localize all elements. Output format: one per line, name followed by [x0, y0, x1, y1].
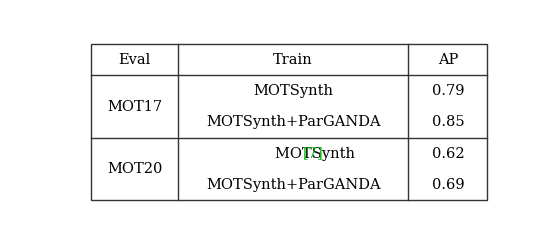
Text: MOT17: MOT17	[107, 99, 162, 113]
Text: Eval: Eval	[118, 53, 151, 67]
Text: MOTSynth+ParGANDA: MOTSynth+ParGANDA	[206, 178, 380, 192]
Text: 0.79: 0.79	[431, 84, 464, 98]
Text: MOT20: MOT20	[107, 162, 162, 176]
Text: MOTSynth: MOTSynth	[275, 146, 359, 160]
Text: [7]: [7]	[302, 146, 323, 160]
Text: 0.69: 0.69	[431, 178, 464, 192]
Text: AP: AP	[438, 53, 458, 67]
Text: 0.62: 0.62	[431, 146, 464, 160]
Text: Train: Train	[274, 53, 313, 67]
Text: MOTSynth+ParGANDA: MOTSynth+ParGANDA	[206, 115, 380, 129]
Text: 0.85: 0.85	[431, 115, 464, 129]
Text: MOTSynth: MOTSynth	[253, 84, 333, 98]
